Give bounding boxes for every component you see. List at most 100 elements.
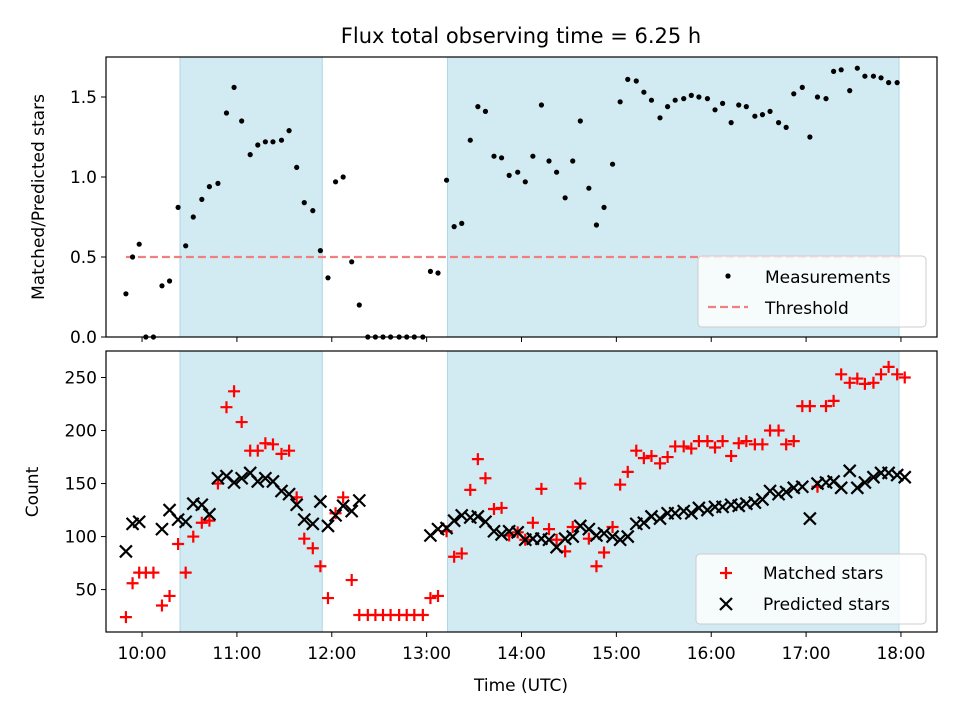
chart-title: Flux total observing time = 6.25 h (341, 24, 701, 48)
matched-stars-point (701, 435, 714, 448)
x-tick-label: 13:00 (402, 644, 451, 664)
observing-window-1 (179, 350, 323, 633)
matched-stars-point (416, 609, 429, 622)
matched-stars-point (787, 435, 800, 448)
measurement-point (294, 164, 300, 170)
measurement-point (475, 104, 481, 110)
predicted-stars-point (558, 531, 572, 546)
matched-stars-point (606, 521, 619, 534)
predicted-stars-point (763, 484, 777, 498)
measurement-point (459, 220, 465, 226)
matched-stars-point (179, 566, 192, 579)
y-tick-label: 50 (75, 581, 97, 601)
matched-stars-point (119, 611, 132, 624)
predicted-stars-point (589, 528, 604, 543)
measurement-point (522, 179, 528, 185)
predicted-stars-point (447, 513, 461, 528)
matched-stars-point (126, 577, 139, 590)
predicted-stars-point (119, 544, 133, 559)
predicted-stars-point (850, 481, 865, 495)
measurement-point (838, 67, 844, 73)
measurement-point (451, 224, 457, 230)
y-tick-label: 0.5 (70, 248, 97, 268)
predicted-stars-point (178, 514, 193, 529)
matched-stars-point (306, 542, 319, 555)
measurement-point (175, 204, 181, 210)
predicted-stars-point (227, 475, 241, 490)
matched-stars-point (155, 599, 168, 612)
predicted-stars-point (597, 526, 611, 541)
measurement-point (136, 241, 142, 247)
measurement-point (427, 268, 434, 274)
measurement-point (239, 118, 245, 124)
measurement-point (231, 84, 237, 90)
legend-measurements-marker (725, 273, 731, 279)
predicted-stars-point (494, 527, 509, 542)
top-panel-frame (105, 56, 938, 338)
measurement-point (609, 161, 616, 167)
measurement-point (593, 222, 600, 228)
matched-stars-point (163, 589, 176, 602)
measurement-point (310, 208, 316, 214)
matched-stars-point (228, 385, 241, 398)
measurement-point (286, 128, 292, 134)
x-tick-label: 10:00 (118, 644, 167, 664)
predicted-stars-point (282, 487, 296, 501)
measurement-point (190, 214, 196, 220)
matched-stars-point (187, 530, 200, 543)
matched-stars-point (266, 438, 279, 451)
matched-stars-point (621, 465, 634, 478)
matched-stars-point (882, 360, 895, 373)
top-panel-legend: Measurements Threshold (697, 255, 927, 328)
predicted-stars-point (890, 468, 904, 482)
measurement-point (340, 174, 346, 180)
matched-stars-point (637, 452, 650, 465)
predicted-stars-point (684, 506, 699, 521)
bottom-panel-frame (105, 350, 938, 633)
matched-stars-point (867, 376, 880, 389)
matched-stars-point (566, 521, 579, 534)
measurement-point (223, 110, 230, 116)
measurement-point (688, 92, 694, 98)
measurement-point (255, 142, 261, 148)
matched-stars-point (314, 560, 327, 573)
matched-stars-point (654, 457, 666, 470)
legend-predicted-marker (719, 597, 733, 611)
matched-stars-point (645, 449, 658, 462)
top-panel-ylabel: Matched/Predicted stars (29, 94, 49, 300)
matched-stars-point (891, 368, 904, 381)
measurement-point (515, 169, 521, 175)
predicted-stars-point (866, 470, 881, 484)
measurement-point (870, 73, 877, 79)
matched-stars-point (535, 482, 548, 495)
measurement-point (704, 96, 711, 102)
predicted-stars-point (897, 470, 912, 484)
measurement-point (356, 302, 362, 308)
predicted-stars-point (565, 529, 580, 544)
measurement-point (601, 204, 607, 210)
matched-stars-point (716, 435, 729, 448)
x-tick-label: 16:00 (687, 644, 736, 664)
predicted-stars-point (313, 494, 328, 509)
predicted-stars-point (211, 471, 225, 486)
y-tick-label: 100 (65, 528, 97, 548)
measurement-point (577, 118, 583, 124)
predicted-stars-point (258, 471, 273, 486)
measurement-point (633, 78, 639, 84)
measurement-point (681, 96, 687, 102)
measurement-point (482, 108, 489, 114)
predicted-stars-point (289, 497, 304, 512)
predicted-stars-point (644, 509, 659, 524)
predicted-stars-point (234, 471, 249, 486)
measurement-point (199, 196, 205, 202)
predicted-stars-point (251, 474, 265, 489)
measurement-point (435, 270, 441, 276)
measurement-point (728, 120, 734, 126)
matched-stars-point (455, 547, 468, 560)
x-tick-label: 14:00 (497, 644, 546, 664)
y-tick-label: 250 (65, 369, 97, 389)
predicted-stars-point (344, 504, 359, 518)
legend-matched-marker (720, 567, 732, 579)
matched-stars-point (756, 438, 769, 451)
measurement-point (886, 80, 892, 86)
